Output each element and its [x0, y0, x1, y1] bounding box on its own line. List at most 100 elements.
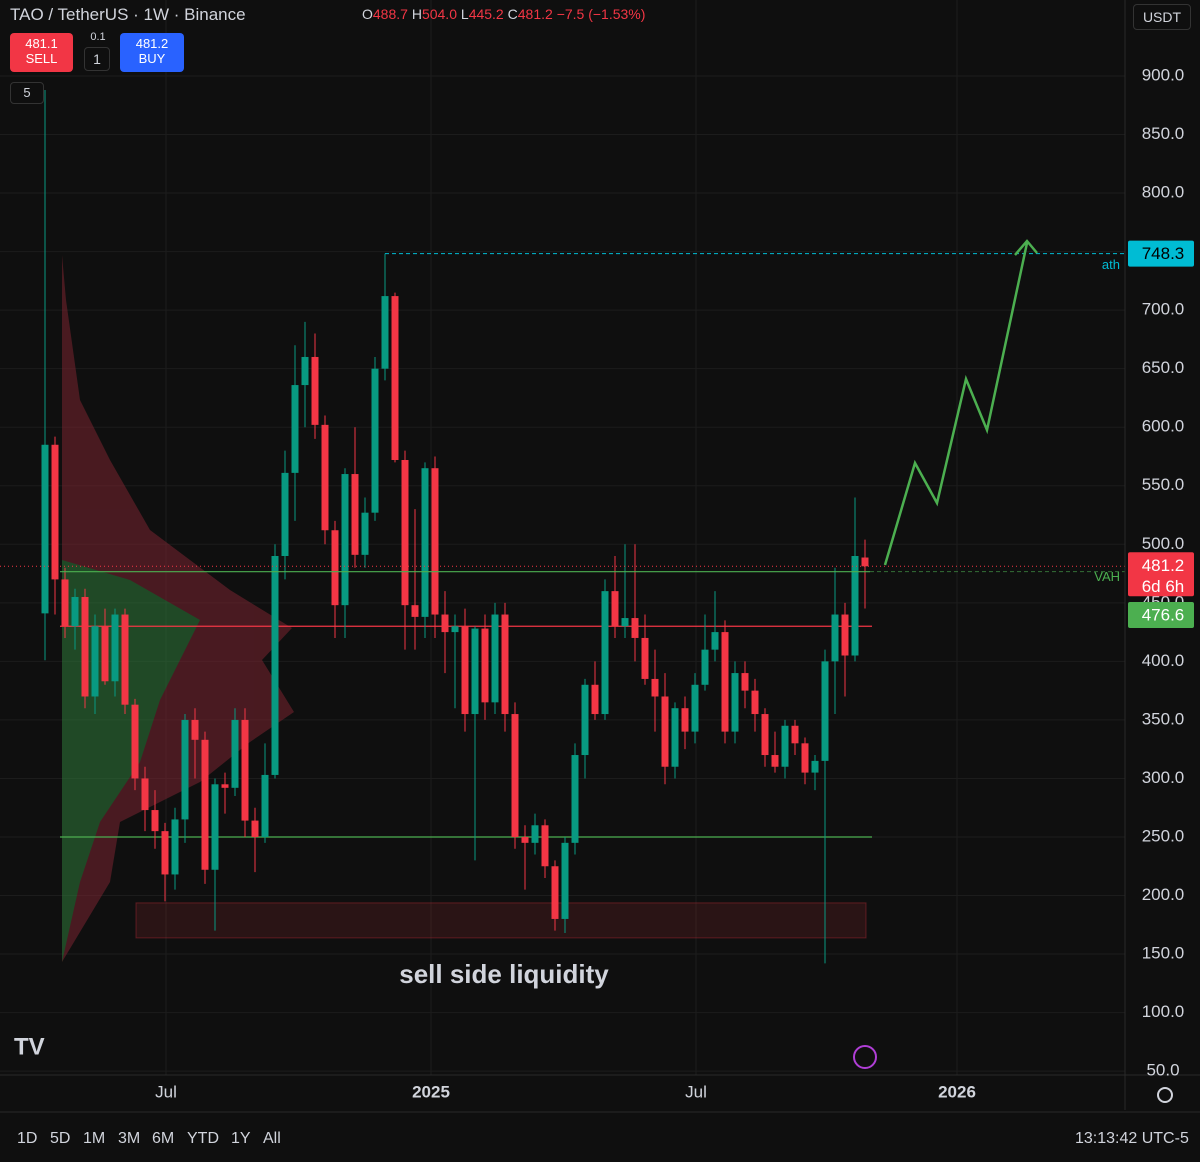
sell-price: 481.1 [25, 36, 58, 51]
buy-label: BUY [138, 51, 166, 66]
candle-body [491, 614, 499, 703]
y-tick-label: 50.0 [1146, 1061, 1179, 1080]
candle-body [221, 784, 229, 788]
candle-body [411, 605, 419, 617]
y-tick-label: 800.0 [1142, 183, 1185, 202]
projection-arrow [883, 239, 1038, 566]
candle-body [781, 725, 789, 767]
candle-body [691, 684, 699, 732]
candle-body [571, 755, 579, 843]
ohlc-key: L [460, 6, 469, 22]
candle-body [181, 719, 189, 820]
candle-body [91, 626, 99, 697]
clock: 13:13:42 UTC-5 [1075, 1130, 1189, 1147]
candle-body [541, 825, 549, 867]
timeframe-button[interactable]: 1D [17, 1130, 38, 1147]
ohlc-key: H [411, 6, 422, 22]
candle-body [641, 637, 649, 679]
candle-body [761, 714, 769, 756]
quantity[interactable]: 1 [84, 47, 110, 71]
y-tick-label: 400.0 [1142, 651, 1185, 670]
timeframe-button[interactable]: YTD [187, 1130, 219, 1147]
alert-icon[interactable] [853, 1045, 877, 1069]
ath-price-label: 748.3 [1142, 244, 1185, 263]
candle-body [791, 725, 799, 744]
timeframe-button[interactable]: 3M [118, 1130, 141, 1147]
header: TAO / TetherUS · 1W · Binance [10, 5, 246, 25]
candle-body [551, 866, 559, 919]
candle-body [851, 555, 859, 656]
indicators-toggle[interactable]: 5 [10, 82, 44, 104]
candle-body [631, 618, 639, 638]
timeframe-button[interactable]: 1Y [231, 1130, 251, 1147]
last-price-box [1128, 552, 1194, 597]
y-tick-label: 500.0 [1142, 534, 1185, 553]
timeframe-button[interactable]: 1M [83, 1130, 106, 1147]
candle-body [191, 719, 199, 740]
candle-body [111, 614, 119, 682]
timeframe-button[interactable]: 6M [152, 1130, 175, 1147]
ohlc-value: 504.0 [421, 6, 457, 22]
buy-button[interactable]: 481.2 BUY [120, 33, 184, 72]
candle-body [711, 632, 719, 650]
candle-body [251, 820, 259, 837]
candle-body [611, 591, 619, 627]
candle-body [511, 714, 519, 837]
y-tick-label: 550.0 [1142, 475, 1185, 494]
settings-icon[interactable] [1157, 1087, 1173, 1103]
countdown-label: 6d 6h [1142, 577, 1185, 596]
candle-body [601, 591, 609, 715]
candle-body [531, 825, 539, 843]
sell-label: SELL [25, 51, 58, 66]
candle-body [151, 810, 159, 832]
candle-body [41, 444, 49, 614]
y-tick-label: 600.0 [1142, 417, 1185, 436]
x-tick-label: Jul [155, 1082, 177, 1101]
timeframe-button[interactable]: All [263, 1130, 281, 1147]
y-tick-label: 350.0 [1142, 709, 1185, 728]
candle-body [671, 708, 679, 767]
candle-body [481, 628, 489, 703]
timeframe-button[interactable]: 5D [50, 1130, 71, 1147]
candle-body [621, 618, 629, 627]
y-tick-label: 250.0 [1142, 826, 1185, 845]
candle-body [281, 472, 289, 556]
candle-body [301, 356, 309, 386]
candle-body [101, 626, 109, 682]
candle-body [331, 530, 339, 606]
candle-body [121, 614, 129, 705]
candle-body [521, 836, 529, 843]
ath-price-box [1128, 240, 1194, 267]
candle-body [421, 468, 429, 617]
last-price-label: 481.2 [1142, 556, 1185, 575]
candle-body [441, 614, 449, 633]
ohlc-value: 445.2 [468, 6, 504, 22]
candle-body [651, 678, 659, 697]
symbol: TAO / TetherUS · 1W · Binance [10, 5, 246, 24]
y-tick-label: 200.0 [1142, 885, 1185, 904]
y-tick-label: 850.0 [1142, 124, 1185, 143]
currency-button[interactable]: USDT [1133, 4, 1191, 30]
ohlc-value: 488.7 [372, 6, 408, 22]
candle-body [431, 468, 439, 615]
candle-body [561, 842, 569, 919]
plot [0, 90, 1125, 964]
sell-button[interactable]: 481.1 SELL [10, 33, 73, 72]
annotation: sell side liquidity [399, 959, 609, 989]
ohlc: O488.7 H504.0 L445.2 C481.2 −7.5 (−1.53%… [362, 6, 645, 22]
y-tick-label: 300.0 [1142, 768, 1185, 787]
candle-body [371, 368, 379, 513]
candle-body [231, 719, 239, 788]
x-tick-label: 2026 [938, 1082, 976, 1101]
candle-body [701, 649, 709, 685]
candle-body [51, 444, 59, 580]
liquidity-zone [135, 902, 867, 939]
candle-body [661, 696, 669, 767]
candle-body [741, 673, 749, 691]
candle-body [311, 356, 319, 425]
candle-body [171, 819, 179, 875]
candle-body [361, 512, 369, 555]
candle-body [271, 555, 279, 775]
